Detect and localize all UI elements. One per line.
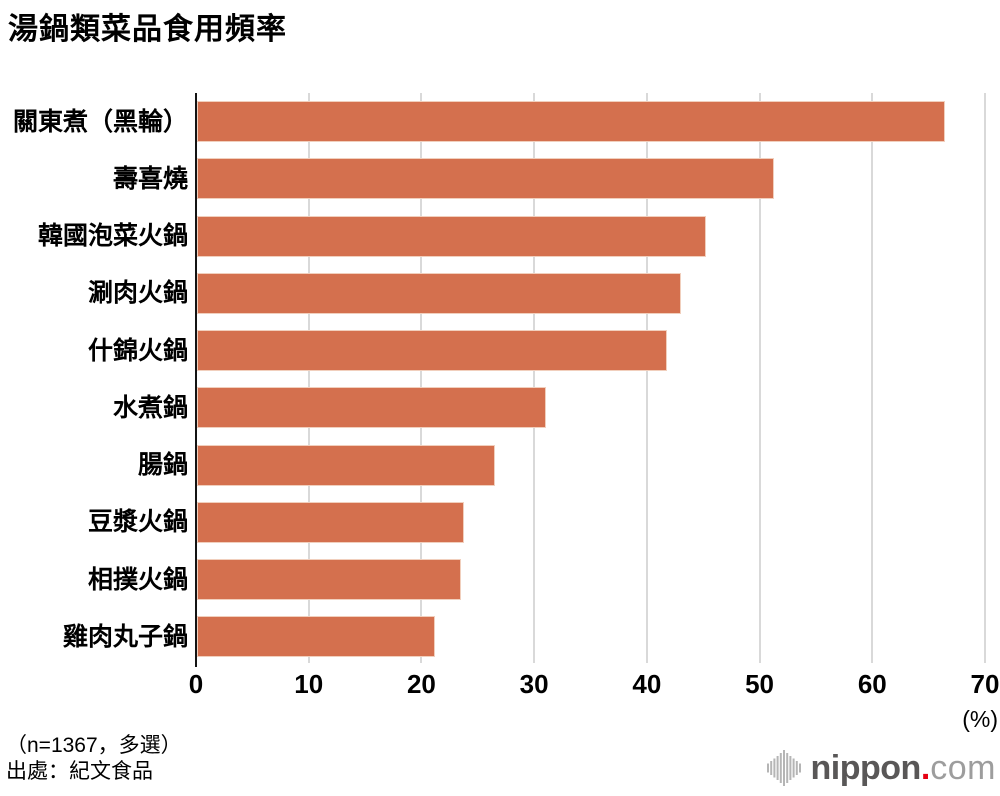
bar <box>197 101 946 142</box>
y-axis-line <box>195 93 197 667</box>
category-label: 相撲火鍋 <box>87 565 188 594</box>
logo-nippon-text: nippon <box>810 749 922 787</box>
gridline-10 <box>307 93 310 663</box>
gridline-70 <box>984 93 986 663</box>
category-label: 豆漿火鍋 <box>87 508 188 537</box>
x-tick-label: 30 <box>519 669 549 699</box>
bar <box>197 215 707 257</box>
sample-size-note: （n=1367，多選） <box>6 734 182 757</box>
category-label: 腸鍋 <box>137 451 188 479</box>
category-label: 關東煮（黑輪） <box>12 107 188 136</box>
category-label: 壽喜燒 <box>112 164 188 193</box>
bar <box>197 387 547 429</box>
bar <box>197 272 681 314</box>
x-tick-label: 0 <box>188 669 204 699</box>
x-tick-label: 70 <box>970 669 1000 699</box>
source-note: 出處：紀文食品 <box>6 760 153 783</box>
chart-title: 湯鍋類菜品食用頻率 <box>8 13 287 46</box>
category-label: 雞肉丸子鍋 <box>62 622 188 651</box>
nippon-com-logo: nippon.com <box>766 748 996 788</box>
gridline-50 <box>758 93 761 663</box>
gridline-30 <box>533 93 536 663</box>
category-label: 水煮鍋 <box>112 393 188 422</box>
bar <box>197 501 465 543</box>
x-tick-label: 10 <box>294 669 324 699</box>
bar <box>197 559 461 600</box>
x-tick-label: 60 <box>857 669 887 699</box>
bar <box>197 444 495 486</box>
bar <box>197 158 775 200</box>
x-tick-label: 50 <box>745 669 775 699</box>
logo-wordmark: nippon.com <box>811 748 996 788</box>
gridline-60 <box>871 93 874 663</box>
logo-com-text: com <box>930 749 996 787</box>
x-tick-label: 40 <box>632 669 662 699</box>
gridline-40 <box>645 93 648 663</box>
x-tick-label: 20 <box>406 669 436 699</box>
logo-red-dot: . <box>920 749 931 787</box>
category-label: 韓國泡菜火鍋 <box>37 222 188 250</box>
bar <box>197 330 668 371</box>
bar <box>197 616 435 658</box>
category-label: 什錦火鍋 <box>87 336 188 365</box>
gridline-20 <box>420 93 423 663</box>
soundwave-bars-icon <box>766 750 801 786</box>
x-axis-unit-label: (%) <box>962 706 998 732</box>
category-label: 涮肉火鍋 <box>87 279 188 308</box>
